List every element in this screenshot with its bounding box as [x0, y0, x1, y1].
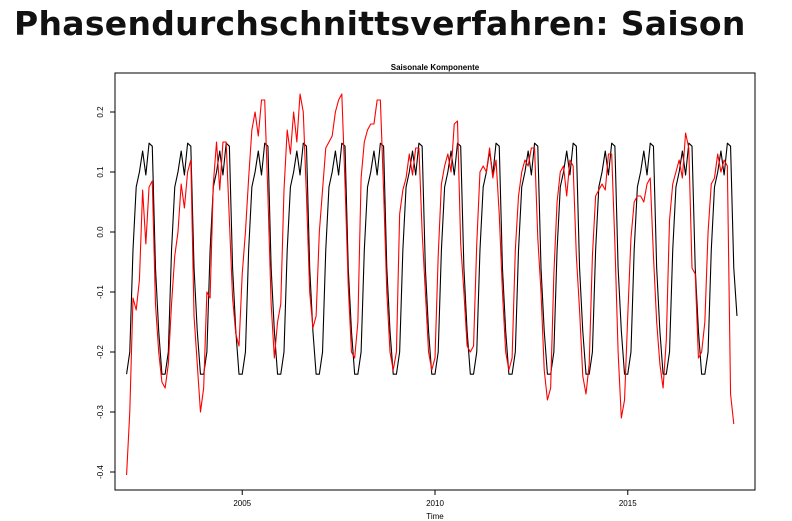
slide-title: Phasendurchschnittsverfahren: Saison — [14, 4, 746, 43]
y-tick-label: 0.2 — [96, 106, 105, 118]
y-tick-label: 0.1 — [96, 166, 105, 178]
series-line-red — [126, 93, 735, 476]
series-group — [126, 93, 738, 476]
y-axis: -0.4 -0.3 -0.2 -0.1 0.0 0.1 0.2 — [96, 106, 115, 479]
y-tick-label: -0.1 — [96, 285, 105, 299]
y-tick-label: -0.3 — [96, 405, 105, 419]
y-tick-label: -0.2 — [96, 345, 105, 359]
x-tick-label: 2005 — [233, 499, 251, 508]
series-line-black — [126, 142, 738, 375]
y-tick-label: 0.0 — [96, 226, 105, 238]
x-tick-label: 2010 — [426, 499, 444, 508]
chart-title: Saisonale Komponente — [391, 63, 480, 72]
x-axis-label: Time — [426, 512, 444, 521]
y-tick-label: -0.4 — [96, 465, 105, 479]
x-axis: 2005 2010 2015 — [233, 490, 637, 508]
x-tick-label: 2015 — [619, 499, 637, 508]
